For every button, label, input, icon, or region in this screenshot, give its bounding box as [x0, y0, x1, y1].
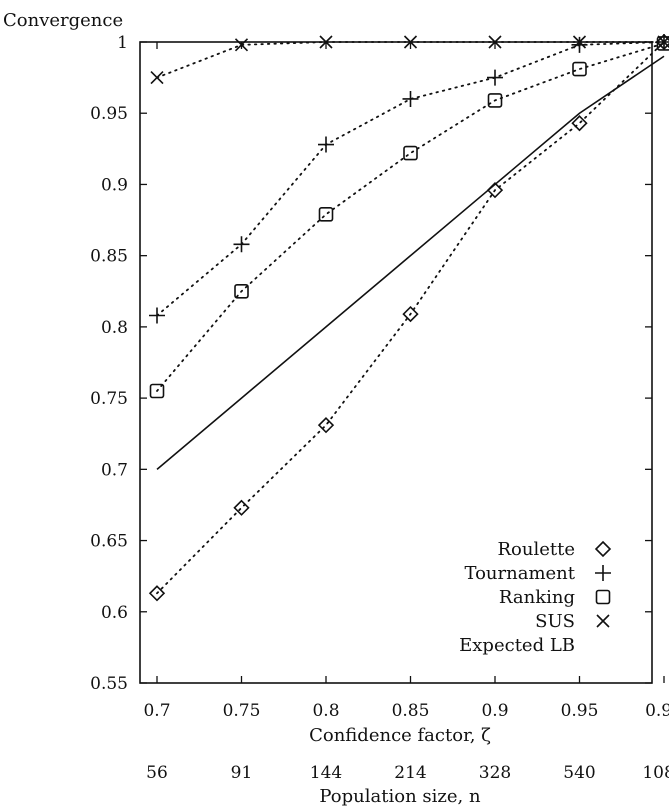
point-tournament [149, 307, 165, 324]
x-tick-label: 0.99 [645, 701, 669, 721]
point-roulette [402, 305, 419, 323]
fit-line-tournament [156, 41, 665, 317]
x2-tick-label: 56 [146, 763, 168, 783]
point-ranking [403, 145, 418, 161]
fit-line-expected-lb [156, 55, 665, 470]
point-ranking [572, 61, 587, 77]
legend-label-sus: SUS [535, 611, 575, 632]
x-axis: 0.7 0.75 0.8 0.85 0.9 0.95 0.99 56 91 144 214 328 54… [143, 42, 669, 783]
point-roulette [148, 585, 166, 602]
y-tick-label: 0.95 [90, 104, 128, 124]
legend-label-expected-lb: Expected LB [459, 635, 575, 656]
point-tournament [233, 236, 250, 253]
point-roulette [317, 417, 335, 434]
x-axis-secondary-title: Population size, n [319, 786, 481, 807]
point-ranking [234, 283, 249, 299]
point-sus [572, 35, 587, 49]
x2-tick-label: 144 [310, 763, 342, 783]
x-tick-label: 0.8 [312, 701, 339, 721]
x-tick-label: 0.85 [392, 701, 430, 721]
point-tournament [318, 136, 334, 153]
legend-marker-ranking [595, 589, 611, 605]
x-axis-title: Confidence factor, ζ [309, 725, 491, 746]
point-sus [150, 71, 164, 85]
y-tick-label: 0.7 [101, 460, 128, 480]
point-ranking [149, 383, 165, 399]
legend-label-roulette: Roulette [497, 539, 575, 560]
x-tick-label: 0.95 [561, 701, 599, 721]
point-ranking [656, 36, 669, 51]
fit-line-roulette [156, 41, 665, 595]
legend-label-ranking: Ranking [499, 587, 575, 608]
point-roulette [233, 499, 250, 516]
y-tick-label: 0.6 [101, 603, 128, 623]
x2-tick-label: 1084 [642, 763, 669, 783]
data-markers [148, 33, 669, 602]
point-sus [657, 35, 669, 49]
y-axis: 0.55 0.6 0.65 0.7 0.75 0.8 0.85 0.9 0.95 1 [90, 33, 652, 694]
point-sus [234, 38, 249, 52]
plot-frame [139, 41, 653, 684]
fit-lines [156, 41, 665, 595]
legend-marker-sus [596, 614, 610, 628]
plot-border [139, 41, 653, 684]
legend-marker-roulette [594, 540, 612, 558]
point-tournament [571, 36, 588, 53]
x-tick-label: 0.75 [223, 701, 261, 721]
x2-tick-label: 91 [231, 763, 253, 783]
x-tick-label: 0.7 [143, 701, 170, 721]
y-tick-label: 0.9 [101, 175, 128, 195]
point-roulette [486, 182, 504, 199]
point-tournament [487, 69, 503, 86]
point-sus [403, 35, 418, 49]
x2-tick-label: 214 [394, 763, 426, 783]
point-roulette [571, 115, 588, 132]
legend-label-tournament: Tournament [464, 563, 575, 584]
y-tick-label: 0.55 [90, 674, 128, 694]
x2-tick-label: 328 [479, 763, 511, 783]
x-tick-label: 0.9 [481, 701, 508, 721]
point-sus [319, 35, 333, 49]
y-tick-label: 0.85 [90, 247, 128, 267]
x2-tick-label: 540 [563, 763, 595, 783]
y-tick-label: 0.8 [101, 318, 128, 338]
fit-line-ranking [156, 42, 665, 392]
y-tick-label: 0.75 [90, 389, 128, 409]
point-ranking [487, 93, 503, 108]
point-tournament [402, 90, 419, 107]
point-ranking [318, 207, 334, 222]
y-axis-title: Convergence [3, 10, 123, 31]
y-tick-label: 1 [117, 33, 128, 53]
legend: Roulette Tournament Ranking SUS Expected LB [459, 539, 612, 656]
point-sus [488, 35, 502, 49]
legend-marker-tournament [595, 565, 611, 581]
y-tick-label: 0.65 [90, 532, 128, 552]
